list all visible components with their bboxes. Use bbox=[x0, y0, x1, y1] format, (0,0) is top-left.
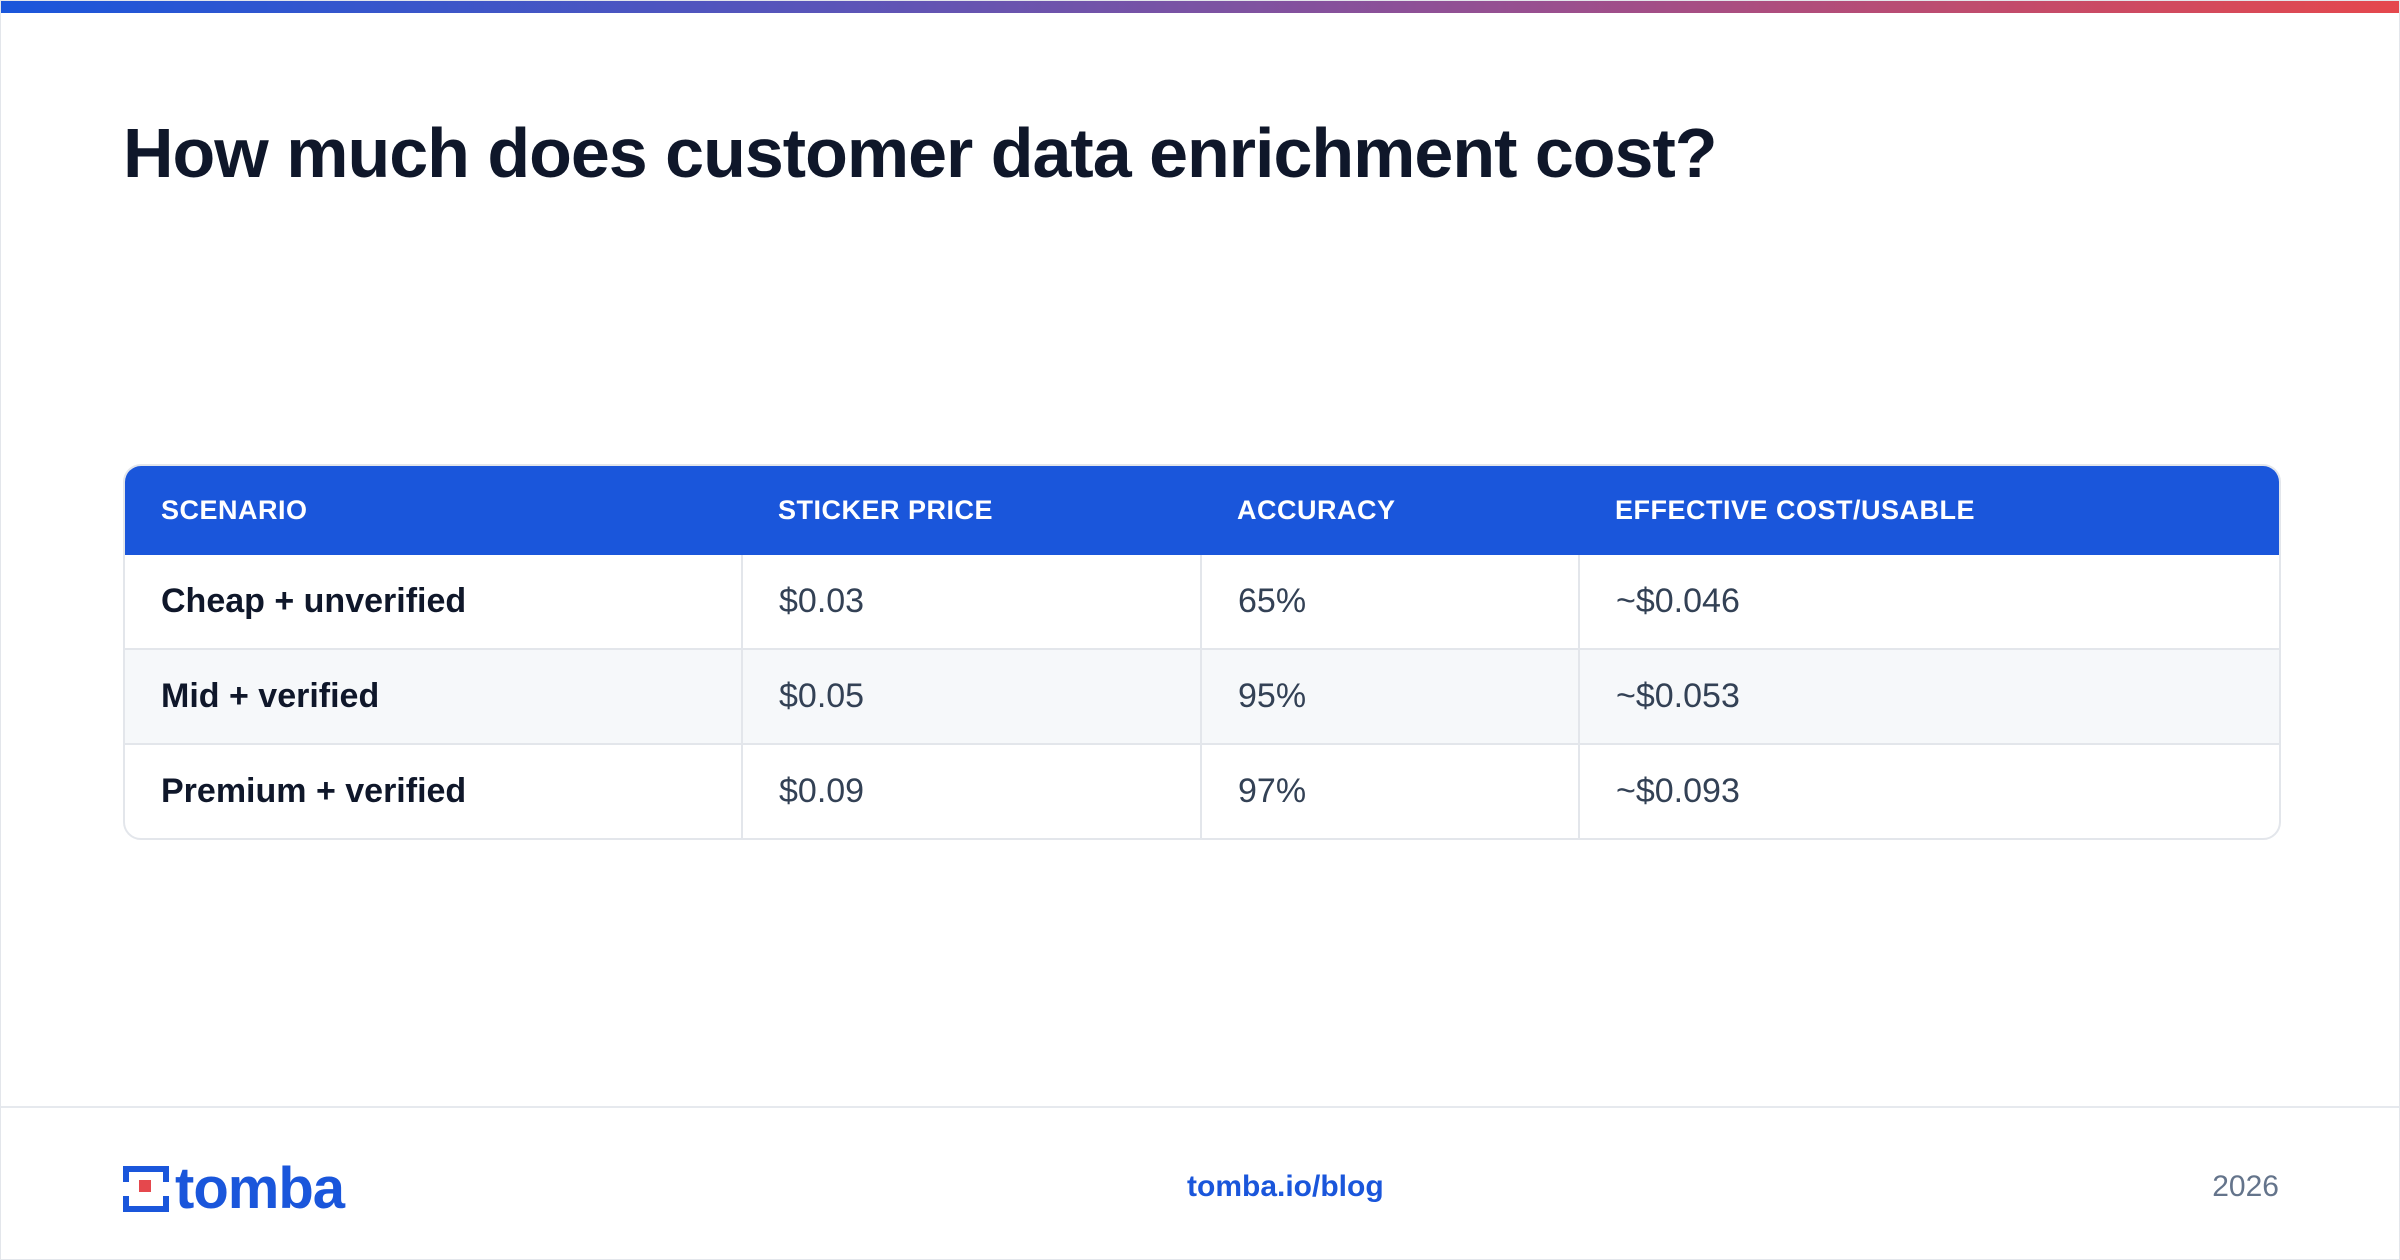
logo-wordmark: tomba bbox=[175, 1156, 345, 1221]
cell-sticker-price: $0.09 bbox=[741, 743, 1201, 838]
table-body: Cheap + unverified $0.03 65% ~$0.046 Mid… bbox=[125, 555, 2279, 838]
tomba-logo[interactable]: tomba bbox=[123, 1156, 345, 1221]
cell-sticker-price: $0.03 bbox=[741, 555, 1201, 649]
page-title: How much does customer data enrichment c… bbox=[123, 114, 1718, 192]
cell-accuracy: 95% bbox=[1200, 648, 1579, 744]
cell-scenario: Mid + verified bbox=[125, 648, 742, 744]
table-row: Premium + verified $0.09 97% ~$0.093 bbox=[125, 743, 2279, 838]
cell-effective-cost: ~$0.053 bbox=[1578, 648, 2279, 744]
pricing-table: SCENARIO STICKER PRICE ACCURACY EFFECTIV… bbox=[125, 466, 2279, 838]
cell-scenario: Cheap + unverified bbox=[161, 582, 467, 620]
table-row: Cheap + unverified $0.03 65% ~$0.046 bbox=[125, 555, 2279, 649]
column-header-sticker-price: STICKER PRICE bbox=[742, 466, 1201, 555]
tomba-logo-mark-icon bbox=[123, 1166, 169, 1212]
column-header-effective-cost: EFFECTIVE COST/USABLE bbox=[1579, 466, 2279, 555]
cell-accuracy: 97% bbox=[1200, 743, 1579, 838]
pricing-table-container: SCENARIO STICKER PRICE ACCURACY EFFECTIV… bbox=[123, 464, 2281, 840]
footer: tomba tomba.io/blog 2026 bbox=[1, 1106, 2399, 1259]
blog-link[interactable]: tomba.io/blog bbox=[1187, 1170, 1384, 1203]
cell-effective-cost: ~$0.093 bbox=[1578, 743, 2279, 838]
column-header-scenario: SCENARIO bbox=[125, 466, 742, 555]
cell-sticker-price: $0.05 bbox=[741, 648, 1201, 744]
cell-effective-cost: ~$0.046 bbox=[1578, 555, 2279, 649]
table-row: Mid + verified $0.05 95% ~$0.053 bbox=[125, 648, 2279, 744]
cell-accuracy: 65% bbox=[1200, 555, 1579, 649]
column-header-accuracy: ACCURACY bbox=[1201, 466, 1579, 555]
cell-scenario: Premium + verified bbox=[125, 743, 742, 838]
table-header: SCENARIO STICKER PRICE ACCURACY EFFECTIV… bbox=[125, 466, 2279, 555]
top-accent-bar bbox=[1, 1, 2399, 13]
table-header-row: SCENARIO STICKER PRICE ACCURACY EFFECTIV… bbox=[125, 466, 2279, 555]
footer-year: 2026 bbox=[2212, 1170, 2279, 1203]
